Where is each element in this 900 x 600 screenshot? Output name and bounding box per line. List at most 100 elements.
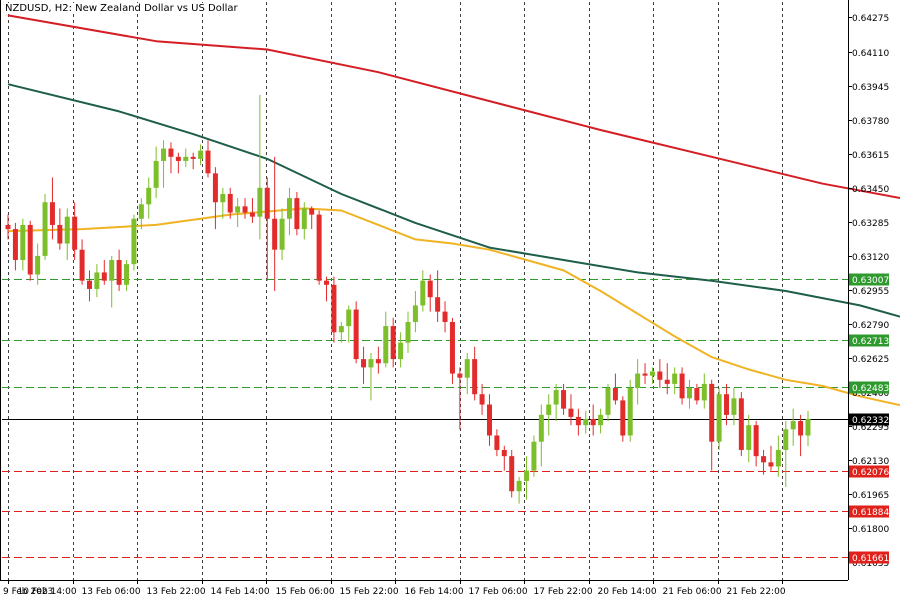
price-tick-label: 0.63285	[852, 219, 889, 229]
bear-candle	[724, 383, 730, 426]
bear-candle	[272, 156, 278, 291]
candle-body	[642, 373, 648, 376]
bear-candle	[709, 379, 715, 471]
candle-body	[464, 359, 470, 378]
moving-average-line	[7, 14, 900, 200]
horizontal-levels	[2, 279, 848, 558]
price-tick-label: 0.62955	[852, 287, 889, 297]
price-tick-label: 0.63450	[852, 185, 889, 195]
bear-candle	[449, 317, 455, 384]
bull-candle	[775, 435, 781, 477]
bear-candle	[620, 396, 626, 442]
moving-average-line	[7, 83, 900, 318]
candle-body	[227, 193, 233, 213]
candle-body	[212, 173, 218, 203]
candle-body	[101, 272, 107, 281]
bull-candle	[20, 218, 26, 271]
bear-candle	[212, 167, 218, 230]
time-tick-label: 15 Feb 06:00	[276, 587, 335, 597]
bull-candle	[672, 367, 678, 395]
candle-body	[716, 394, 722, 442]
candle-body	[790, 421, 796, 430]
bull-candle	[412, 291, 418, 333]
bear-candle	[116, 249, 122, 291]
bear-candle	[457, 367, 463, 430]
chart-title: NZDUSD, H2: New Zealand Dollar vs US Dol…	[4, 3, 239, 14]
bull-candle	[701, 373, 707, 409]
price-tick-label: 0.61635	[852, 559, 889, 569]
bear-candle	[190, 152, 196, 170]
candle-body	[501, 449, 507, 457]
candle-body	[457, 373, 463, 378]
candle-body	[94, 272, 100, 289]
candle-body	[286, 198, 292, 219]
candle-body	[20, 224, 26, 261]
candle-body	[205, 150, 211, 174]
resistance-price-tag	[849, 334, 889, 347]
bear-candle	[427, 274, 433, 312]
bear-candle	[227, 187, 233, 219]
candle-body	[220, 193, 226, 203]
price-tick-label: 0.62790	[852, 321, 889, 331]
bull-candle	[546, 394, 552, 436]
candle-body	[435, 297, 441, 312]
time-tick-label: 21 Feb 22:00	[727, 587, 786, 597]
candle-body	[12, 229, 18, 261]
resistance-price-tag	[849, 381, 889, 394]
candle-body	[272, 218, 278, 250]
price-tick-label: 0.63780	[852, 117, 889, 127]
candle-body	[449, 321, 455, 374]
price-tick-label: 0.61800	[852, 525, 889, 535]
bear-candle	[264, 177, 270, 281]
bull-candle	[686, 379, 692, 409]
bull-candle	[398, 332, 404, 368]
bull-candle	[790, 408, 796, 446]
candle-body	[486, 404, 492, 436]
candle-body	[627, 388, 633, 436]
time-tick-label: 20 Feb 14:00	[598, 587, 657, 597]
candle-body	[131, 218, 137, 265]
bull-candle	[286, 187, 292, 236]
bull-candle	[538, 404, 544, 467]
bull-candle	[605, 383, 611, 422]
bull-candle	[464, 352, 470, 395]
time-tick-label: 13 Feb 22:00	[147, 587, 206, 597]
candle-body	[42, 202, 48, 256]
candle-body	[353, 309, 359, 360]
bear-candle	[568, 394, 574, 426]
candle-body	[583, 418, 589, 426]
bear-candle	[642, 363, 648, 384]
candle-body	[561, 390, 567, 409]
bear-candle	[101, 260, 107, 285]
bear-candle	[494, 429, 500, 457]
candle-body	[301, 208, 307, 230]
candle-body	[153, 160, 159, 188]
bull-candle	[716, 388, 722, 450]
bear-candle	[175, 152, 181, 174]
bull-candle	[516, 476, 522, 504]
candle-body	[568, 408, 574, 417]
bull-candle	[279, 208, 285, 261]
bear-candle	[49, 177, 55, 240]
candle-body	[249, 212, 255, 217]
candle-body	[383, 326, 389, 364]
time-tick-label: 16 Feb 14:00	[405, 587, 464, 597]
candle-body	[405, 321, 411, 343]
candle-body	[398, 342, 404, 360]
candle-body	[664, 379, 670, 384]
bull-candle	[338, 321, 344, 343]
support-price-label: 0.62076	[852, 468, 889, 478]
bull-candle	[198, 144, 204, 166]
candle-body	[731, 398, 737, 415]
bull-candle	[783, 421, 789, 488]
candle-body	[575, 416, 581, 426]
candle-body	[768, 462, 774, 467]
bear-candle	[316, 210, 322, 285]
bull-candle	[183, 148, 189, 168]
bear-candle	[761, 449, 767, 475]
support-price-tag	[849, 551, 889, 564]
bear-candle	[242, 198, 248, 219]
support-price-label: 0.61884	[852, 508, 889, 518]
